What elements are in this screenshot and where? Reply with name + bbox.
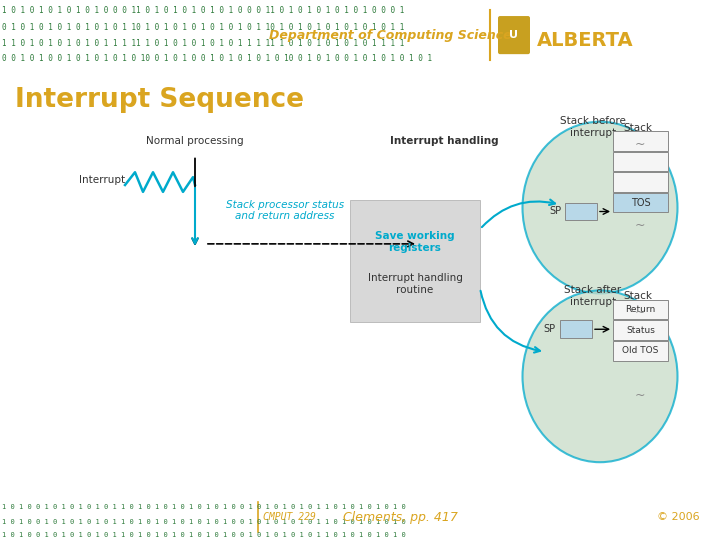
Bar bbox=[613, 341, 668, 361]
Text: ALBERTA: ALBERTA bbox=[537, 31, 634, 50]
Text: ~: ~ bbox=[635, 219, 645, 232]
Bar bbox=[565, 202, 597, 220]
Text: ~: ~ bbox=[635, 389, 645, 402]
Text: Interrupt handling: Interrupt handling bbox=[390, 136, 499, 146]
Text: Stack: Stack bbox=[624, 123, 652, 133]
Text: Department of Computing Science: Department of Computing Science bbox=[269, 29, 511, 42]
Text: CMPUT 229: CMPUT 229 bbox=[263, 512, 316, 522]
Text: © 2006: © 2006 bbox=[657, 512, 700, 522]
Text: Stack before
interrupt: Stack before interrupt bbox=[560, 116, 626, 138]
FancyBboxPatch shape bbox=[498, 16, 530, 54]
Bar bbox=[560, 320, 592, 338]
Text: Return: Return bbox=[626, 305, 656, 314]
Text: Normal processing: Normal processing bbox=[146, 136, 244, 146]
Text: ~: ~ bbox=[635, 138, 645, 151]
Text: Interrupt: Interrupt bbox=[79, 175, 125, 185]
Text: 1 0 1 0 0 1 0 1 0 1 0 1 0 1 1 0 1 0 1 0 1 0 1 0 1 0 1 0 0 1 0 1 0 1 0 1 0 1 1 0 : 1 0 1 0 0 1 0 1 0 1 0 1 0 1 1 0 1 0 1 0 … bbox=[2, 504, 410, 510]
Text: Stack processor status
and return address: Stack processor status and return addres… bbox=[226, 200, 344, 221]
Text: 1 1 0 1 0 1 0 1 0 1 0 1 1 1 11 1 0 1 0 1 0 1 0 1 0 1 1 1 11 1 0 1 0 1 0 1 0 1 0 : 1 1 0 1 0 1 0 1 0 1 0 1 1 1 11 1 0 1 0 1… bbox=[2, 39, 405, 48]
Text: Status: Status bbox=[626, 326, 655, 335]
Text: UNIVERSITY OF: UNIVERSITY OF bbox=[540, 20, 588, 25]
Ellipse shape bbox=[523, 122, 678, 293]
Text: Interrupt Sequence: Interrupt Sequence bbox=[15, 87, 304, 113]
Bar bbox=[613, 172, 668, 192]
Text: Stack after
interrupt: Stack after interrupt bbox=[564, 285, 621, 307]
Text: ~: ~ bbox=[635, 306, 645, 319]
Text: Old TOS: Old TOS bbox=[622, 346, 659, 355]
Text: 1 0 1 0 1 0 1 0 1 0 1 0 0 0 11 0 1 0 1 0 1 0 1 0 1 0 0 0 11 0 1 0 1 0 1 0 1 0 1 : 1 0 1 0 1 0 1 0 1 0 1 0 0 0 11 0 1 0 1 0… bbox=[2, 6, 405, 15]
Text: SP: SP bbox=[549, 206, 561, 217]
Bar bbox=[613, 131, 668, 151]
Bar bbox=[613, 300, 668, 320]
FancyBboxPatch shape bbox=[350, 200, 480, 322]
Text: U: U bbox=[510, 30, 518, 40]
Ellipse shape bbox=[523, 291, 678, 462]
Text: Clements, pp. 417: Clements, pp. 417 bbox=[343, 510, 457, 524]
Text: Save working
registers: Save working registers bbox=[375, 231, 455, 253]
Text: SP: SP bbox=[544, 324, 556, 334]
Text: 0 0 1 0 1 0 0 1 0 1 0 1 0 1 0 10 0 1 0 1 0 0 1 0 1 0 1 0 1 0 10 0 1 0 1 0 0 1 0 : 0 0 1 0 1 0 0 1 0 1 0 1 0 1 0 10 0 1 0 1… bbox=[2, 54, 432, 63]
Text: 0 1 0 1 0 1 0 1 0 1 0 1 0 1 10 1 0 1 0 1 0 1 0 1 0 1 0 1 10 1 0 1 0 1 0 1 0 1 0 : 0 1 0 1 0 1 0 1 0 1 0 1 0 1 10 1 0 1 0 1… bbox=[2, 23, 405, 32]
Text: Interrupt handling
routine: Interrupt handling routine bbox=[368, 273, 462, 295]
Bar bbox=[613, 320, 668, 340]
Text: 1 0 1 0 0 1 0 1 0 1 0 1 0 1 1 0 1 0 1 0 1 0 1 0 1 0 1 0 0 1 0 1 0 1 0 1 0 1 1 0 : 1 0 1 0 0 1 0 1 0 1 0 1 0 1 1 0 1 0 1 0 … bbox=[2, 532, 410, 538]
Text: 1 0 1 0 0 1 0 1 0 1 0 1 0 1 1 0 1 0 1 0 1 0 1 0 1 0 1 0 0 1 0 1 0 1 0 1 0 1 1 0 : 1 0 1 0 0 1 0 1 0 1 0 1 0 1 1 0 1 0 1 0 … bbox=[2, 519, 410, 525]
Bar bbox=[613, 152, 668, 171]
Text: Stack: Stack bbox=[624, 291, 652, 301]
Bar bbox=[613, 193, 668, 212]
Text: TOS: TOS bbox=[631, 198, 650, 208]
